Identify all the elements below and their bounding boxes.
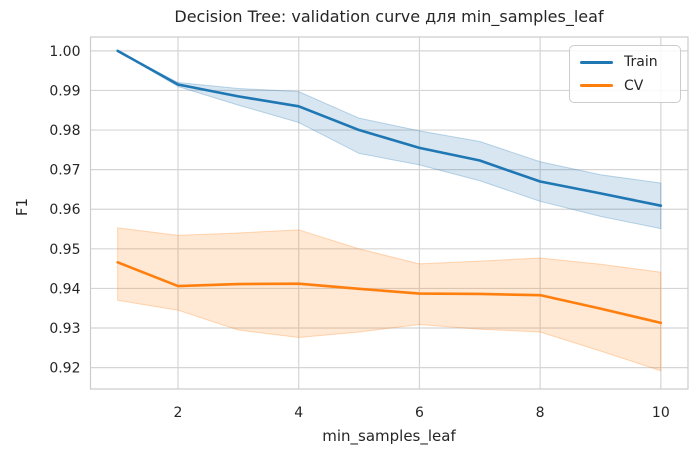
x-tick-label-10: 10	[652, 405, 670, 421]
y-tick-label-0.99: 0.99	[49, 83, 80, 99]
cv-line	[116, 260, 663, 325]
y-tick-label-0.92: 0.92	[49, 361, 80, 377]
y-tick-label-0.93: 0.93	[49, 321, 80, 337]
y-tick-label-0.94: 0.94	[49, 281, 80, 297]
chart-title: Decision Tree: validation curve для min_…	[174, 7, 604, 26]
plot-border	[89, 36, 689, 390]
y-tick-label-0.97: 0.97	[49, 163, 80, 179]
legend-label-train: Train	[624, 54, 658, 71]
cv-confidence-band	[117, 227, 662, 372]
x-tick-label-4: 4	[294, 405, 303, 421]
x-tick-label-6: 6	[415, 405, 424, 421]
legend-label-cv: CV	[624, 77, 644, 94]
y-tick-label-0.95: 0.95	[49, 242, 80, 258]
y-tick-label-1.00: 1.00	[49, 44, 80, 60]
train-line	[116, 49, 663, 207]
train-line-swatch	[580, 60, 613, 64]
y-tick-label-0.98: 0.98	[49, 123, 80, 139]
x-tick-label-8: 8	[536, 405, 545, 421]
legend-box: Train CV	[569, 45, 681, 103]
legend-entry-cv: CV	[580, 79, 670, 93]
x-tick-label-2: 2	[174, 405, 183, 421]
y-tick-label-0.96: 0.96	[49, 202, 80, 218]
legend-entry-train: Train	[580, 55, 670, 69]
cv-line-swatch	[580, 84, 613, 88]
x-axis-label: min_samples_leaf	[322, 427, 456, 445]
